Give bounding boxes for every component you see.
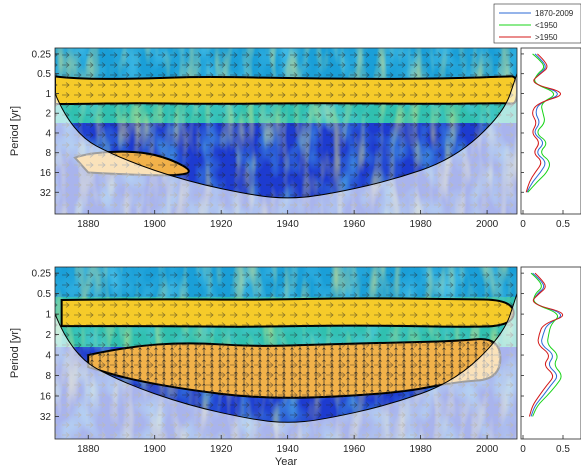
- legend: 1870-2009 <1950 >1950: [493, 3, 581, 44]
- x-tick-label: 1920: [210, 219, 233, 230]
- x-tick-label: 1980: [409, 444, 432, 455]
- y-tick-label: 0.25: [32, 49, 52, 60]
- x-tick-label: 1940: [277, 219, 300, 230]
- wavelet-panel-2: [55, 267, 517, 439]
- significance-region-arrows: [88, 339, 501, 398]
- y-tick-label: 0.5: [37, 69, 51, 80]
- axes-1: 1880 1900 1920 1940 1960 1980 2000 0.25 0.5 1 2 4 8 1…: [9, 49, 499, 230]
- x-tick-label: 1960: [343, 219, 366, 230]
- series-line: [526, 53, 558, 193]
- series-line: [525, 53, 561, 193]
- x-tick-label: 2000: [476, 219, 499, 230]
- axes-frame: [54, 47, 518, 215]
- series-line: [528, 272, 564, 417]
- x-tick-label: 1920: [210, 444, 233, 455]
- x-tick-label: 2000: [476, 444, 499, 455]
- cone-of-influence-arrows: [55, 48, 517, 214]
- x-axis-label: Year: [275, 456, 298, 468]
- x-tick-label: 1940: [277, 444, 300, 455]
- axes-2: 1880 1900 1920 1940 1960 1980 2000 0.25 0.5 1 2 4 8 1…: [9, 269, 499, 468]
- global-spectrum-panel-2: 0 0.5: [520, 272, 570, 455]
- series-line: [530, 272, 562, 417]
- cone-of-influence-line: [55, 73, 517, 199]
- y-tick-label: 0.25: [32, 269, 52, 280]
- series-line: [530, 272, 562, 417]
- y-tick-label: 32: [40, 412, 52, 423]
- axes-frame: [54, 266, 518, 440]
- x-tick-label: 0: [520, 219, 526, 230]
- cone-of-influence-line: [55, 293, 517, 423]
- y-tick-label: 1: [45, 89, 51, 100]
- legend-label: 1870-2009: [535, 9, 574, 18]
- y-axis-label: Period [yr]: [9, 106, 21, 156]
- series-line: [527, 53, 555, 193]
- y-tick-label: 32: [40, 188, 52, 199]
- y-tick-label: 1: [45, 310, 51, 321]
- y-tick-label: 2: [45, 109, 51, 120]
- x-tick-label: 1980: [409, 219, 432, 230]
- x-tick-label: 1880: [77, 219, 100, 230]
- x-tick-label: 1900: [144, 444, 167, 455]
- y-tick-label: 16: [40, 392, 52, 403]
- x-tick-label: 0.5: [556, 219, 570, 230]
- legend-label: >1950: [535, 33, 558, 42]
- global-spectrum-panel-1: 0 0.5: [520, 53, 570, 230]
- y-tick-label: 16: [40, 168, 52, 179]
- x-tick-label: 0.5: [556, 444, 570, 455]
- y-tick-label: 4: [45, 351, 51, 362]
- legend-label: <1950: [535, 21, 558, 30]
- x-tick-label: 1900: [144, 219, 167, 230]
- x-tick-label: 1960: [343, 444, 366, 455]
- y-tick-label: 0.5: [37, 289, 51, 300]
- y-axis-label: Period [yr]: [9, 328, 21, 378]
- axes-frame: [520, 47, 581, 215]
- y-tick-label: 2: [45, 330, 51, 341]
- x-tick-label: 0: [520, 444, 526, 455]
- y-tick-label: 8: [45, 371, 51, 382]
- cone-of-influence-arrows: [55, 267, 517, 439]
- y-tick-label: 8: [45, 148, 51, 159]
- wavelet-panel-1: [55, 48, 517, 214]
- axes-frame: [520, 266, 581, 440]
- y-tick-label: 4: [45, 128, 51, 139]
- x-tick-label: 1880: [77, 444, 100, 455]
